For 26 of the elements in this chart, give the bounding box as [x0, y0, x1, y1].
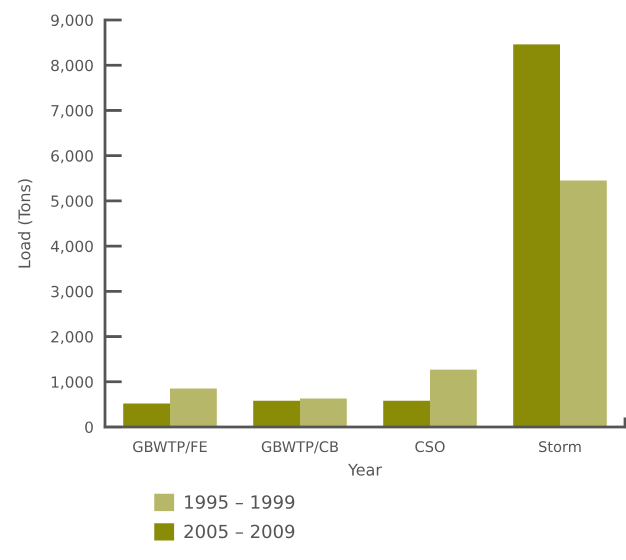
bar [123, 403, 170, 427]
y-tick-label: 7,000 [51, 104, 93, 118]
x-tick-label: GBWTP/FE [133, 441, 207, 454]
y-tick-label: 8,000 [51, 60, 93, 73]
bar [560, 180, 607, 427]
y-tick-label: 4,000 [50, 240, 93, 254]
x-tick-label: CSO [415, 441, 445, 452]
y-tick-label: 5,000 [51, 195, 93, 208]
legend-label: 1995 – 1999 [185, 495, 294, 509]
bar [170, 388, 217, 427]
y-tick-label: 3,000 [51, 286, 93, 299]
y-axis-title: Load (Tons) [18, 179, 32, 268]
y-tick-label: 0 [85, 421, 93, 434]
bar [513, 44, 560, 427]
y-tick-label: 1,000 [52, 376, 93, 390]
x-axis-title: Year [348, 464, 382, 476]
y-tick-label: 2,000 [51, 331, 93, 344]
y-tick-label: 9,000 [51, 14, 93, 28]
y-tick-label: 6,000 [51, 150, 93, 164]
x-tick-label: Storm [539, 441, 581, 452]
bar [383, 400, 430, 427]
bar [253, 400, 300, 427]
bar [300, 398, 347, 427]
x-tick-label: GBWTP/CB [262, 441, 338, 454]
legend-label: 2005 – 2009 [184, 524, 294, 538]
bar [430, 370, 477, 427]
